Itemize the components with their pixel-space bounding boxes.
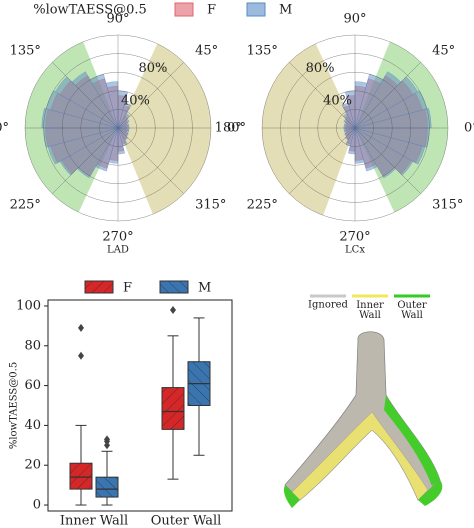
legend-swatch [246, 2, 266, 17]
vessel [283, 331, 443, 508]
theta-tick-label: 180° [0, 121, 9, 136]
r-tick-label: 40% [121, 94, 150, 109]
region [262, 43, 355, 216]
legend-label: Inner Wall [356, 300, 384, 321]
box-hatch [70, 463, 92, 490]
legend-hatch [85, 281, 113, 293]
theta-tick-label: 90° [343, 12, 366, 27]
flier [78, 323, 84, 332]
angular-grid [52, 62, 119, 129]
angular-grid [354, 62, 421, 129]
flier [170, 305, 176, 314]
polar-bar [95, 127, 119, 172]
angular-grid [117, 62, 184, 129]
theta-tick-label: 180° [215, 121, 246, 136]
r-tick-label: 80% [138, 61, 167, 76]
flier [78, 351, 84, 360]
y-tick-label: 20 [24, 458, 41, 473]
polar-bar [341, 102, 356, 129]
theta-tick-label: 270° [102, 230, 133, 245]
box-hatch [96, 477, 118, 498]
axes-frame [47, 299, 233, 512]
theta-tick-label: 315° [432, 198, 463, 213]
legend-label: Ignored [308, 300, 349, 311]
y-tick-label: 80 [24, 338, 41, 353]
legend-label: F [123, 281, 132, 296]
theta-tick-label: 90° [106, 12, 129, 27]
region [118, 43, 212, 215]
theta-tick-label: 315° [195, 198, 226, 213]
legend-hatch [160, 281, 188, 293]
legend-swatch [174, 2, 194, 17]
flier [104, 435, 110, 444]
r-tick-label: 80% [306, 61, 335, 76]
angular-grid [289, 127, 356, 194]
x-tick-label: Outer Wall [151, 514, 222, 528]
legend-label: F [207, 3, 216, 18]
y-tick-label: 40 [24, 418, 41, 433]
r-tick-label: 40% [323, 94, 352, 109]
theta-tick-label: 135° [247, 43, 278, 58]
theta-tick-label: 45° [432, 43, 455, 58]
y-tick-label: 60 [24, 378, 41, 393]
x-tick-label: Inner Wall [60, 514, 128, 528]
legend-title: %lowTAESS@0.5 [33, 3, 147, 18]
legend-label: Outer Wall [397, 300, 427, 321]
legend-label: M [279, 3, 292, 18]
theta-tick-label: 0° [227, 121, 242, 136]
theta-tick-label: 270° [339, 230, 370, 245]
angular-grid [117, 127, 184, 194]
theta-tick-label: 45° [195, 43, 218, 58]
box-hatch [162, 387, 184, 430]
angular-grid [52, 127, 119, 194]
theta-tick-label: 135° [10, 43, 41, 58]
x-axis-label: LCx [345, 245, 365, 256]
theta-tick-label: 0° [464, 121, 474, 136]
angular-grid [354, 127, 421, 194]
theta-tick-label: 225° [10, 198, 41, 213]
theta-tick-label: 225° [247, 198, 278, 213]
angular-grid [289, 62, 356, 129]
y-tick-label: 100 [16, 298, 41, 313]
polar-bar [47, 127, 119, 165]
x-axis-label: LAD [107, 245, 129, 256]
legend-label: M [198, 281, 211, 296]
y-axis-label: %lowTAESS@0.5 [9, 362, 20, 449]
y-tick-label: 0 [33, 498, 41, 513]
